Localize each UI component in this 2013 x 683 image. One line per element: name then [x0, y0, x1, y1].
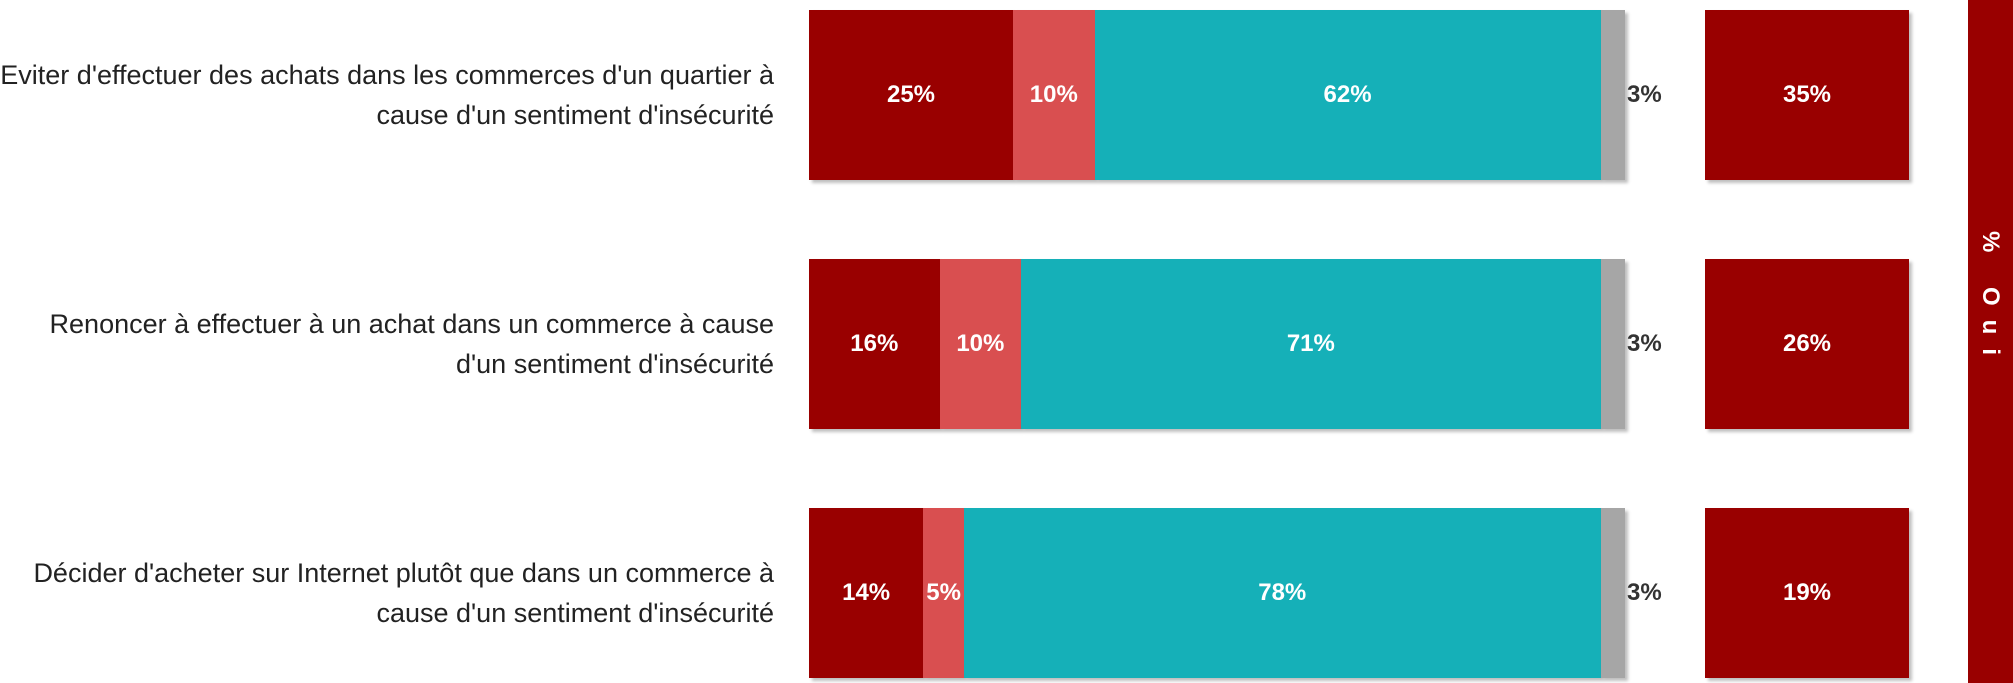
- bar-segment: [1013, 10, 1095, 180]
- total-box: 35%: [1705, 10, 1909, 180]
- bar-segment: [1600, 259, 1625, 429]
- totals-header-band: [1968, 0, 2013, 683]
- data-label: 78%: [1258, 579, 1307, 606]
- bar-segment: [1021, 259, 1601, 429]
- data-label: 10%: [956, 330, 1005, 357]
- data-label: 5%: [926, 579, 961, 606]
- bar-segment: [809, 10, 1013, 180]
- data-label: 71%: [1286, 330, 1335, 357]
- data-label: 16%: [850, 330, 899, 357]
- data-label: 14%: [842, 579, 891, 606]
- total-box: 26%: [1705, 259, 1909, 429]
- data-label: 3%: [1627, 579, 1662, 606]
- bar-segment: [964, 508, 1601, 678]
- data-label: 25%: [886, 81, 936, 108]
- bar-segment: [1600, 10, 1625, 180]
- category-label: Décider d'acheter sur Internet plutôt qu…: [33, 558, 774, 628]
- data-label: 3%: [1627, 81, 1662, 108]
- bar-segment: [923, 508, 965, 678]
- data-label: 10%: [1029, 81, 1078, 108]
- data-label: 3%: [1627, 330, 1662, 357]
- category-label: Eviter d'effectuer des achats dans les c…: [0, 60, 774, 130]
- bar-segment: [939, 259, 1022, 429]
- total-box: 19%: [1705, 508, 1909, 678]
- bar-segment: [809, 508, 924, 678]
- bar-segment: [1600, 508, 1625, 678]
- category-label: Renoncer à effectuer à un achat dans un …: [49, 309, 774, 379]
- bar-segment: [1094, 10, 1601, 180]
- totals-header: % Oui: [1977, 230, 2004, 370]
- data-label: 62%: [1323, 81, 1372, 108]
- bar-segment: [809, 259, 940, 429]
